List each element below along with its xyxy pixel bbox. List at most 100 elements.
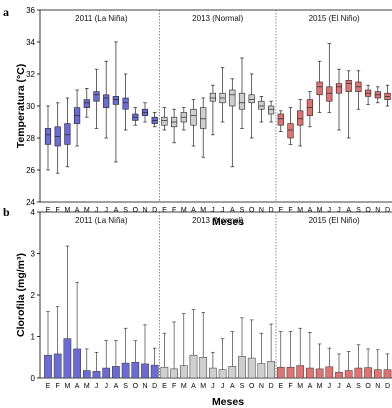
b-bar-28 xyxy=(315,343,324,379)
b-xtick-label: A xyxy=(308,383,313,390)
a-xtick-label: J xyxy=(211,207,215,214)
a-xtick-label: E xyxy=(46,207,51,214)
b-xtick-label: N xyxy=(375,383,380,390)
b-bar-20 xyxy=(238,317,246,379)
b-bar-12 xyxy=(160,332,169,379)
a-xtick-label: J xyxy=(104,207,108,214)
b-xtick-label: E xyxy=(162,383,167,390)
a-box-24 xyxy=(277,110,284,132)
b-xtick-label: A xyxy=(75,383,80,390)
b-xtick-label: D xyxy=(385,383,390,390)
a-xtick-label: J xyxy=(221,207,225,214)
b-bar-body xyxy=(344,370,353,379)
b-bar-19 xyxy=(228,331,237,379)
b-ytick-label: 1 xyxy=(31,333,36,342)
a-xtick-label: A xyxy=(114,207,119,214)
a-xtick-label: S xyxy=(240,207,245,214)
a-xtick-label: D xyxy=(385,207,390,214)
a-box-body xyxy=(238,92,246,110)
b-bar-body xyxy=(218,369,227,379)
a-box-0 xyxy=(44,105,52,171)
a-box-16 xyxy=(200,97,207,158)
a-xtick-label: F xyxy=(172,207,176,214)
a-ytick-label: 28 xyxy=(26,134,35,143)
b-bar-24 xyxy=(276,331,285,379)
a-x-axis-title: Meses xyxy=(212,216,244,228)
b-bar-23 xyxy=(267,323,275,379)
b-bar-body xyxy=(335,371,343,379)
b-xtick-label: N xyxy=(259,383,264,390)
b-bar-15 xyxy=(189,309,198,379)
b-bar-body xyxy=(209,367,217,379)
a-xtick-label: M xyxy=(200,207,206,214)
a-xtick-label: O xyxy=(133,207,139,214)
b-ytick-label: 0 xyxy=(31,374,36,383)
a-xtick-label: A xyxy=(191,207,196,214)
b-xtick-label: J xyxy=(221,383,225,390)
panel-b-letter: b xyxy=(3,205,10,219)
b-xtick-label: S xyxy=(123,383,128,390)
a-xtick-label: A xyxy=(346,207,351,214)
a-box-8 xyxy=(122,73,129,131)
b-bar-17 xyxy=(209,351,217,379)
b-bar-body xyxy=(354,367,363,379)
a-xtick-label: N xyxy=(375,207,380,214)
b-bar-31 xyxy=(344,351,353,379)
b-xtick-label: M xyxy=(317,383,323,390)
b-xtick-label: D xyxy=(269,383,274,390)
a-box-body xyxy=(93,91,100,102)
panel-b-chlorophyll-bars: 0 1 2 3 4 Clorofila (mg/m³) Meses 2011 (La Niña… xyxy=(15,208,392,408)
a-box-1 xyxy=(54,102,61,174)
a-box-35 xyxy=(384,84,391,107)
a-period-label: 2011 (La Niña) xyxy=(75,14,128,23)
a-ytick-label: 30 xyxy=(26,102,35,111)
b-bar-22 xyxy=(257,332,266,379)
a-xtick-label: N xyxy=(142,207,147,214)
a-box-22 xyxy=(258,96,265,123)
a-xtick-label: O xyxy=(365,207,371,214)
b-bar-body xyxy=(383,369,392,379)
b-xtick-label: J xyxy=(328,383,332,390)
a-xtick-label: F xyxy=(288,207,292,214)
b-x-axis-title: Meses xyxy=(212,396,244,408)
b-bar-14 xyxy=(179,313,188,379)
b-bar-27 xyxy=(306,332,314,379)
a-box-18 xyxy=(219,67,226,123)
b-bar-2 xyxy=(63,245,72,379)
b-bar-18 xyxy=(218,338,227,379)
a-xtick-label: M xyxy=(297,207,303,214)
b-bar-30 xyxy=(335,353,343,379)
a-box-28 xyxy=(316,60,323,113)
b-bar-body xyxy=(364,367,372,379)
a-box-29 xyxy=(326,43,333,113)
a-xtick-label: S xyxy=(123,207,128,214)
b-bar-body xyxy=(267,361,275,379)
b-bar-body xyxy=(63,338,72,379)
a-box-17 xyxy=(209,84,217,136)
b-bar-body xyxy=(131,361,140,379)
a-box-33 xyxy=(364,84,372,105)
b-xtick-label: F xyxy=(56,383,60,390)
a-xtick-label: N xyxy=(259,207,264,214)
a-box-body xyxy=(326,86,333,102)
a-box-20 xyxy=(238,57,246,129)
a-xtick-label: D xyxy=(152,207,157,214)
b-bar-5 xyxy=(92,351,101,379)
a-xtick-label: M xyxy=(64,207,70,214)
b-xtick-label: M xyxy=(84,383,90,390)
b-xtick-label: M xyxy=(64,383,70,390)
b-xtick-label: A xyxy=(191,383,196,390)
a-box-7 xyxy=(112,41,119,163)
b-bar-body xyxy=(179,365,188,379)
b-bar-16 xyxy=(199,312,208,379)
a-box-11 xyxy=(151,112,158,128)
b-ytick-label: 2 xyxy=(31,291,36,300)
b-bar-body xyxy=(112,366,120,379)
a-box-4 xyxy=(83,88,90,118)
b-bar-8 xyxy=(121,327,130,379)
b-xtick-label: M xyxy=(297,383,303,390)
b-bar-6 xyxy=(102,340,111,379)
b-bar-body xyxy=(238,356,246,379)
b-xtick-label: S xyxy=(240,383,245,390)
b-bar-body xyxy=(44,354,52,379)
